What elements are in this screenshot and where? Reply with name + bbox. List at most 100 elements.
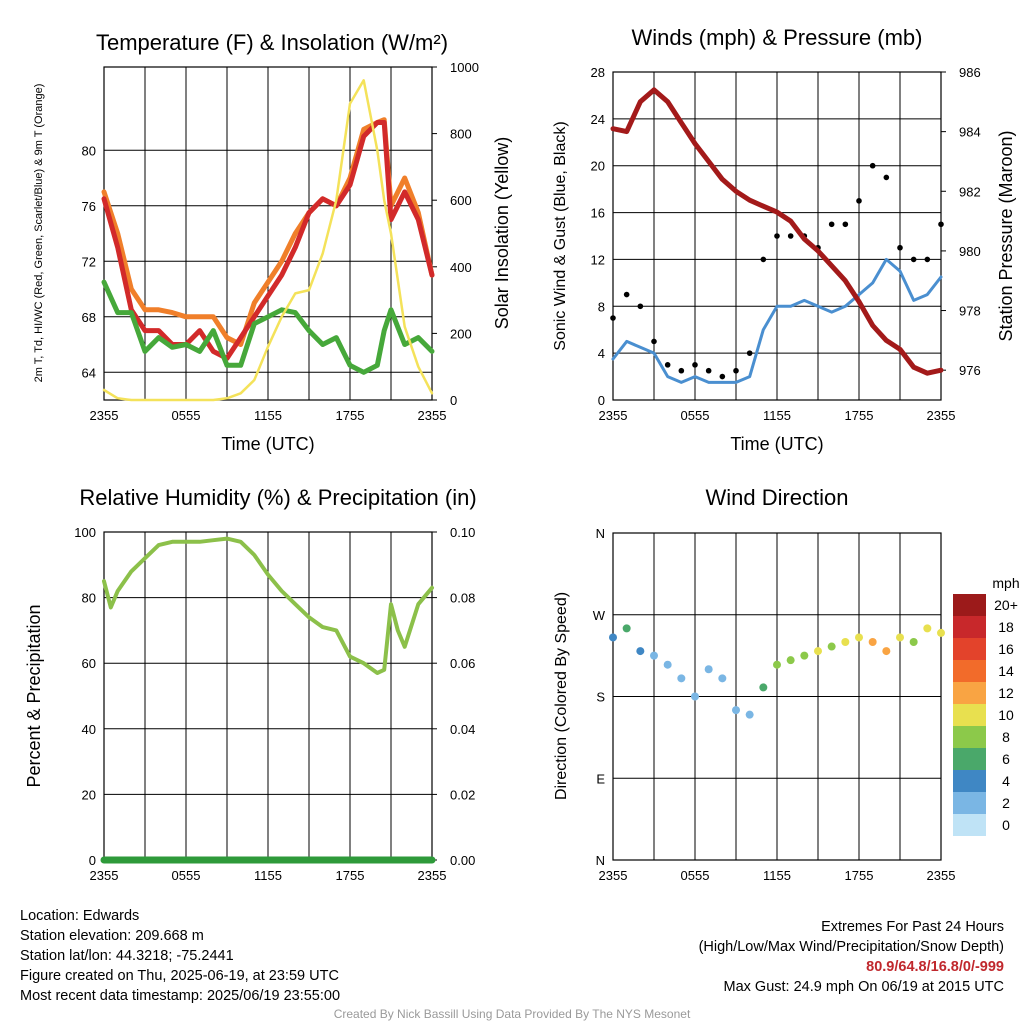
direction-point xyxy=(937,628,945,637)
x-tick-label: 1155 xyxy=(254,868,282,883)
y2-tick-label: 0.04 xyxy=(450,722,475,737)
direction-point xyxy=(704,665,713,674)
direction-point xyxy=(677,674,686,683)
x-tick-label: 1155 xyxy=(763,868,791,883)
y-tick-label: 68 xyxy=(82,310,96,325)
gust-point xyxy=(774,233,780,239)
y2-tick-label: 400 xyxy=(450,260,472,275)
y-tick-label: 72 xyxy=(82,254,96,269)
chart-title: Wind Direction xyxy=(705,485,848,510)
y2-tick-label: 0.10 xyxy=(450,525,475,540)
direction-point xyxy=(609,633,617,642)
latlon-text: Station lat/lon: 44.3218; -75.2441 xyxy=(20,948,234,964)
y-axis-label: Direction (Colored By Speed) xyxy=(553,592,570,800)
chart-title: Relative Humidity (%) & Precipitation (i… xyxy=(79,485,476,510)
y-tick-label: N xyxy=(596,526,605,541)
gust-point xyxy=(842,221,849,228)
direction-point xyxy=(855,633,863,642)
extremes-legend: (High/Low/Max Wind/Precipitation/Snow De… xyxy=(698,939,1004,955)
direction-point xyxy=(759,683,768,692)
y2-tick-label: 978 xyxy=(959,304,981,319)
y-tick-label: 24 xyxy=(591,112,605,127)
x-tick-label: 2355 xyxy=(927,408,956,423)
y-tick-label: 20 xyxy=(591,159,605,174)
gust-point xyxy=(938,221,944,228)
y-tick-label: 80 xyxy=(82,591,96,606)
direction-point xyxy=(786,656,795,665)
colorbar-label: 4 xyxy=(1002,773,1010,789)
colorbar-label: 10 xyxy=(998,707,1014,723)
colorbar-swatch xyxy=(953,638,986,660)
colorbar-label: 14 xyxy=(998,663,1014,679)
recent-data-text: Most recent data timestamp: 2025/06/19 2… xyxy=(20,988,341,1004)
colorbar-label: 0 xyxy=(1002,817,1010,833)
max-gust-text: Max Gust: 24.9 mph On 06/19 at 2015 UTC xyxy=(723,979,1004,995)
y-tick-label: 64 xyxy=(82,365,96,380)
colorbar-swatch xyxy=(953,660,986,682)
gust-point xyxy=(610,315,616,321)
gust-point xyxy=(760,256,767,263)
elevation-text: Station elevation: 209.668 m xyxy=(20,928,204,944)
colorbar-label: 20+ xyxy=(994,597,1018,613)
y-axis-label: Sonic Wind & Gust (Blue, Black) xyxy=(552,121,569,350)
colorbar-title: mph xyxy=(992,575,1019,591)
direction-point xyxy=(800,651,809,660)
x-tick-label: 1155 xyxy=(254,408,282,423)
x-tick-label: 1755 xyxy=(336,408,365,423)
y-tick-label: 0 xyxy=(598,393,605,408)
series-rh xyxy=(102,536,434,675)
direction-point xyxy=(827,642,836,651)
x-tick-label: 0555 xyxy=(681,868,710,883)
direction-point xyxy=(691,692,699,701)
gust-point xyxy=(719,373,726,380)
y2-tick-label: 0.00 xyxy=(450,853,475,868)
direction-point xyxy=(773,660,781,669)
x-tick-label: 2355 xyxy=(418,408,447,423)
location-text: Location: Edwards xyxy=(20,908,140,924)
direction-point xyxy=(868,638,877,646)
y2-tick-label: 1000 xyxy=(450,60,479,75)
chart-title: Winds (mph) & Pressure (mb) xyxy=(632,25,923,50)
y-tick-label: W xyxy=(593,608,606,623)
direction-point xyxy=(745,710,754,719)
gust-point xyxy=(705,367,712,374)
y2-tick-label: 980 xyxy=(959,244,981,259)
direction-point xyxy=(622,624,631,633)
colorbar-swatch xyxy=(953,792,986,814)
y-tick-label: 28 xyxy=(591,65,605,80)
direction-point xyxy=(732,706,740,715)
x-axis-label: Time (UTC) xyxy=(730,434,823,454)
x-tick-label: 1755 xyxy=(845,868,874,883)
y2-axis-label: Solar Insolation (Yellow) xyxy=(492,137,512,329)
y-tick-label: S xyxy=(596,690,605,705)
direction-point xyxy=(923,624,932,633)
y-tick-label: 8 xyxy=(598,299,605,314)
gust-point xyxy=(828,221,835,228)
x-tick-label: 1155 xyxy=(763,408,791,423)
y-tick-label: 80 xyxy=(82,143,96,158)
y-tick-label: 20 xyxy=(82,787,96,802)
y-axis-label: 2m T, Td, HI/WC (Red, Green, Scarlet/Blu… xyxy=(33,84,45,383)
colorbar-swatch xyxy=(953,770,986,792)
direction-point xyxy=(909,638,918,646)
direction-point xyxy=(663,660,672,669)
direction-point xyxy=(882,647,891,656)
chart-title: Temperature (F) & Insolation (W/m²) xyxy=(96,30,448,55)
y-tick-label: 0 xyxy=(89,853,96,868)
colorbar-label: 2 xyxy=(1002,795,1010,811)
y2-tick-label: 0.06 xyxy=(450,656,475,671)
direction-point xyxy=(650,651,658,660)
gust-point xyxy=(924,256,931,263)
y2-tick-label: 0 xyxy=(450,393,457,408)
colorbar-swatch xyxy=(953,704,986,726)
direction-point xyxy=(718,674,727,683)
colorbar-label: 18 xyxy=(998,619,1014,635)
y-tick-label: 100 xyxy=(74,525,96,540)
extremes-info: Extremes For Past 24 Hours (High/Low/Max… xyxy=(699,917,1004,997)
x-axis-label: Time (UTC) xyxy=(221,434,314,454)
series-insolation xyxy=(102,79,434,402)
y2-tick-label: 986 xyxy=(959,65,981,80)
colorbar-swatch xyxy=(953,682,986,704)
gust-point xyxy=(746,350,753,356)
